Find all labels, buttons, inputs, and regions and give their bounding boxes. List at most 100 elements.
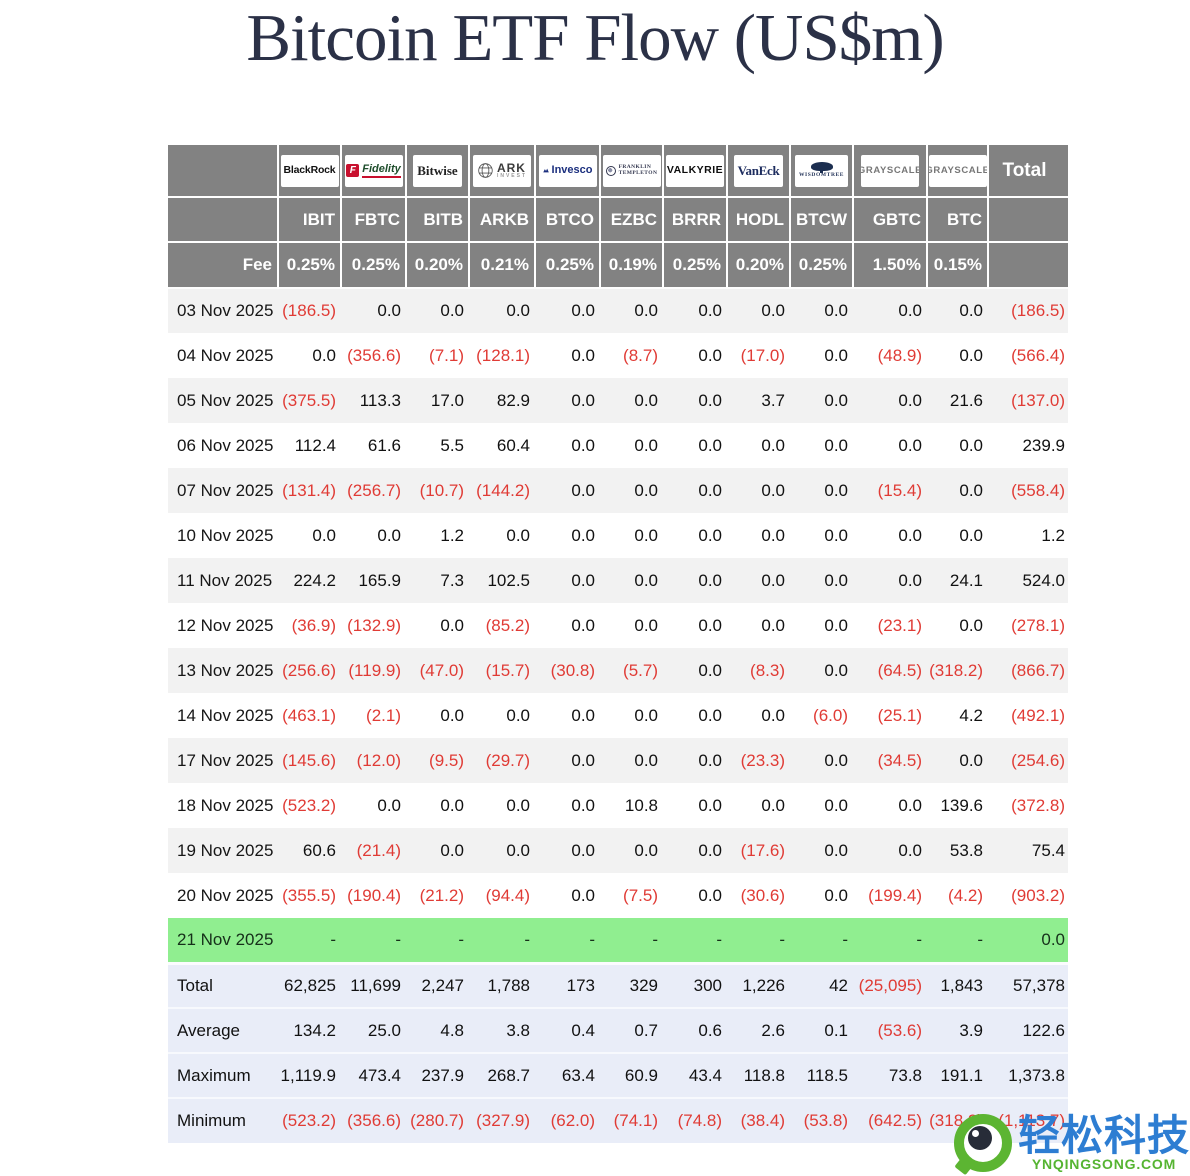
flow-cell: 0.0 bbox=[634, 525, 658, 545]
flow-cell: 0.0 bbox=[571, 301, 595, 320]
date-cell: 21 Nov 2025 bbox=[177, 929, 274, 949]
date-cell: 11 Nov 2025 bbox=[177, 570, 273, 590]
flow-cell: 1.2 bbox=[440, 525, 464, 545]
flow-cell: 0.0 bbox=[571, 840, 595, 860]
watermark-pupil-shape bbox=[967, 1126, 992, 1150]
flow-cell: 0.0 bbox=[898, 525, 922, 545]
flow-cell: 0.0 bbox=[824, 480, 848, 500]
flow-cell: 0.0 bbox=[824, 750, 848, 770]
data-row-12-nov-2025: 12 Nov 2025 (36.9) (132.9) 0.0 (85.2) 0.0 0.0 0… bbox=[168, 603, 1068, 648]
flow-cell: (30.6) bbox=[740, 885, 785, 905]
summary-label: Average bbox=[168, 1007, 278, 1053]
flow-cell: 0.0 bbox=[898, 301, 922, 320]
total-cell: 1.2 bbox=[1041, 525, 1065, 545]
total-cell: (254.6) bbox=[1011, 750, 1065, 770]
flow-cell: (132.9) bbox=[347, 615, 401, 635]
ticker-cell-arkb: ARKB bbox=[468, 197, 535, 243]
summary-cell: (280.7) bbox=[406, 1097, 469, 1143]
flow-cell: 0.0 bbox=[571, 750, 595, 770]
flow-cell: (17.6) bbox=[740, 840, 785, 860]
total-cell: (278.1) bbox=[1011, 615, 1065, 635]
date-cell: 06 Nov 2025 bbox=[177, 435, 274, 455]
flow-cell: (119.9) bbox=[348, 660, 401, 680]
fee-row: Fee 0.25% 0.25% 0.20% 0.21% 0.25% 0.19% 0.25% 0.… bbox=[168, 242, 1068, 289]
summary-total-cell: 1,373.8 bbox=[988, 1052, 1068, 1098]
total-cell: (137.0) bbox=[1011, 390, 1065, 410]
summary-cell: 0.1 bbox=[790, 1007, 853, 1053]
summary-cell: 3.8 bbox=[469, 1007, 535, 1053]
flow-cell: 0.0 bbox=[898, 570, 922, 590]
flow-cell: 165.9 bbox=[358, 570, 401, 590]
fee-cell-ezbc: 0.19% bbox=[599, 242, 663, 289]
flow-cell: (318.2) bbox=[929, 660, 983, 680]
flow-cell: (131.4) bbox=[282, 480, 336, 500]
flow-cell: (375.5) bbox=[282, 390, 336, 410]
fee-cell-brrr: 0.25% bbox=[662, 242, 727, 289]
flow-cell: 4.2 bbox=[959, 705, 983, 725]
flow-cell: 0.0 bbox=[634, 840, 658, 860]
flow-cell: 0.0 bbox=[959, 525, 983, 545]
flow-cell: 53.8 bbox=[949, 840, 983, 860]
provider-logo-ibit: BlackRock bbox=[280, 154, 339, 187]
flow-cell: 0.0 bbox=[440, 840, 464, 860]
flow-cell: 0.0 bbox=[440, 795, 464, 815]
flow-cell: - bbox=[458, 929, 464, 949]
flow-cell: 0.0 bbox=[959, 750, 983, 770]
summary-row-minimum: Minimum (523.2) (356.6) (280.7) (327.9) (62.0… bbox=[168, 1097, 1068, 1143]
flow-cell: 0.0 bbox=[634, 390, 658, 410]
flow-cell: (94.4) bbox=[485, 885, 530, 905]
flow-cell: 0.0 bbox=[761, 525, 785, 545]
flow-cell: 21.6 bbox=[949, 390, 983, 410]
flow-cell: (48.9) bbox=[877, 345, 922, 365]
flow-cell: 0.0 bbox=[634, 750, 658, 770]
summary-cell: (53.8) bbox=[790, 1097, 853, 1143]
flow-cell: 0.0 bbox=[377, 301, 401, 320]
summary-label: Maximum bbox=[168, 1052, 278, 1098]
summary-cell: (74.8) bbox=[663, 1097, 727, 1143]
summary-cell: (74.1) bbox=[600, 1097, 663, 1143]
summary-cell: (62.0) bbox=[535, 1097, 600, 1143]
fee-cell-hodl: 0.20% bbox=[726, 242, 790, 289]
flow-cell: 113.3 bbox=[359, 390, 401, 410]
flow-cell: 0.0 bbox=[634, 301, 658, 320]
logo-cell-btcw: WISDOMTREE bbox=[789, 145, 853, 198]
flow-cell: (6.0) bbox=[813, 705, 848, 725]
flow-cell: 0.0 bbox=[698, 301, 722, 320]
flow-cell: 112.4 bbox=[294, 435, 336, 455]
flow-cell: 0.0 bbox=[698, 390, 722, 410]
flow-cell: 0.0 bbox=[824, 885, 848, 905]
fee-cell-gbtc: 1.50% bbox=[852, 242, 927, 289]
flow-cell: - bbox=[330, 929, 336, 949]
fee-cell-arkb: 0.21% bbox=[468, 242, 535, 289]
fee-label: Fee bbox=[168, 242, 278, 289]
flow-cell: 0.0 bbox=[698, 885, 722, 905]
date-cell: 17 Nov 2025 bbox=[177, 750, 274, 770]
flow-cell: (2.1) bbox=[366, 705, 401, 725]
summary-cell: 42 bbox=[790, 961, 853, 1008]
flow-cell: 102.5 bbox=[487, 570, 530, 590]
flow-cell: - bbox=[977, 929, 983, 949]
flow-cell: (190.4) bbox=[347, 885, 401, 905]
flow-cell: - bbox=[779, 929, 785, 949]
summary-cell: 2.6 bbox=[727, 1007, 790, 1053]
flow-cell: 0.0 bbox=[571, 885, 595, 905]
data-row-03-nov-2025: 03 Nov 2025 (186.5) 0.0 0.0 0.0 0.0 0.0 0.0 0.0 0… bbox=[168, 288, 1068, 333]
flow-cell: 0.0 bbox=[959, 615, 983, 635]
flow-cell: 0.0 bbox=[571, 705, 595, 725]
flow-cell: 0.0 bbox=[959, 480, 983, 500]
logo-cell-fbtc: F Fidelity bbox=[340, 145, 406, 198]
summary-cell: 2,247 bbox=[406, 961, 469, 1008]
fee-cell-btcw: 0.25% bbox=[789, 242, 853, 289]
flow-cell: 0.0 bbox=[898, 795, 922, 815]
flow-cell: (256.6) bbox=[282, 660, 336, 680]
provider-logo-btc: GRAYSCALE bbox=[928, 154, 987, 187]
flow-cell: 0.0 bbox=[440, 301, 464, 320]
flow-cell: 0.0 bbox=[571, 390, 595, 410]
data-row-21-nov-2025: 21 Nov 2025 - - - - - - - - - - - 0.0 bbox=[168, 918, 1068, 963]
flow-cell: (5.7) bbox=[623, 660, 658, 680]
summary-row-average: Average 134.2 25.0 4.8 3.8 0.4 0.7 0.6 2.6 0.1 (53… bbox=[168, 1007, 1068, 1053]
total-cell: (903.2) bbox=[1011, 885, 1065, 905]
flow-cell: 0.0 bbox=[571, 570, 595, 590]
flow-cell: 0.0 bbox=[571, 345, 595, 365]
